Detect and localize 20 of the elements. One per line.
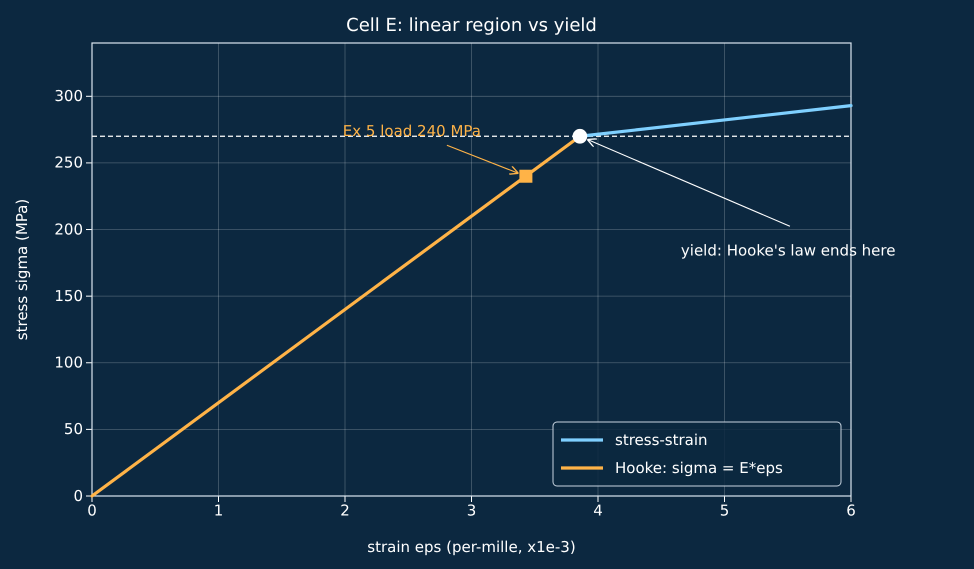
x-tick-label: 1 — [214, 502, 224, 520]
x-axis-title: strain eps (per-mille, x1e-3) — [367, 538, 576, 556]
legend-label: Hooke: sigma = E*eps — [615, 459, 783, 477]
y-tick-label: 250 — [54, 154, 83, 172]
y-tick-label: 100 — [54, 354, 83, 372]
annotation: Ex 5 load 240 MPa — [342, 122, 481, 140]
y-tick-label: 300 — [54, 87, 83, 106]
chart-title: Cell E: linear region vs yield — [346, 15, 597, 36]
y-tick-label: 200 — [54, 220, 83, 238]
y-tick-label: 0 — [73, 486, 83, 505]
x-tick-label: 0 — [87, 502, 97, 520]
x-tick-label: 6 — [846, 502, 856, 520]
legend-label: stress-strain — [615, 431, 708, 449]
y-axis-title: stress sigma (MPa) — [13, 198, 31, 340]
x-tick-label: 5 — [720, 502, 730, 520]
y-tick-label: 50 — [64, 420, 83, 438]
x-tick-label: 4 — [593, 502, 603, 520]
x-tick-label: 3 — [466, 502, 476, 520]
x-tick-label: 2 — [340, 502, 350, 520]
y-tick-label: 150 — [54, 286, 83, 305]
